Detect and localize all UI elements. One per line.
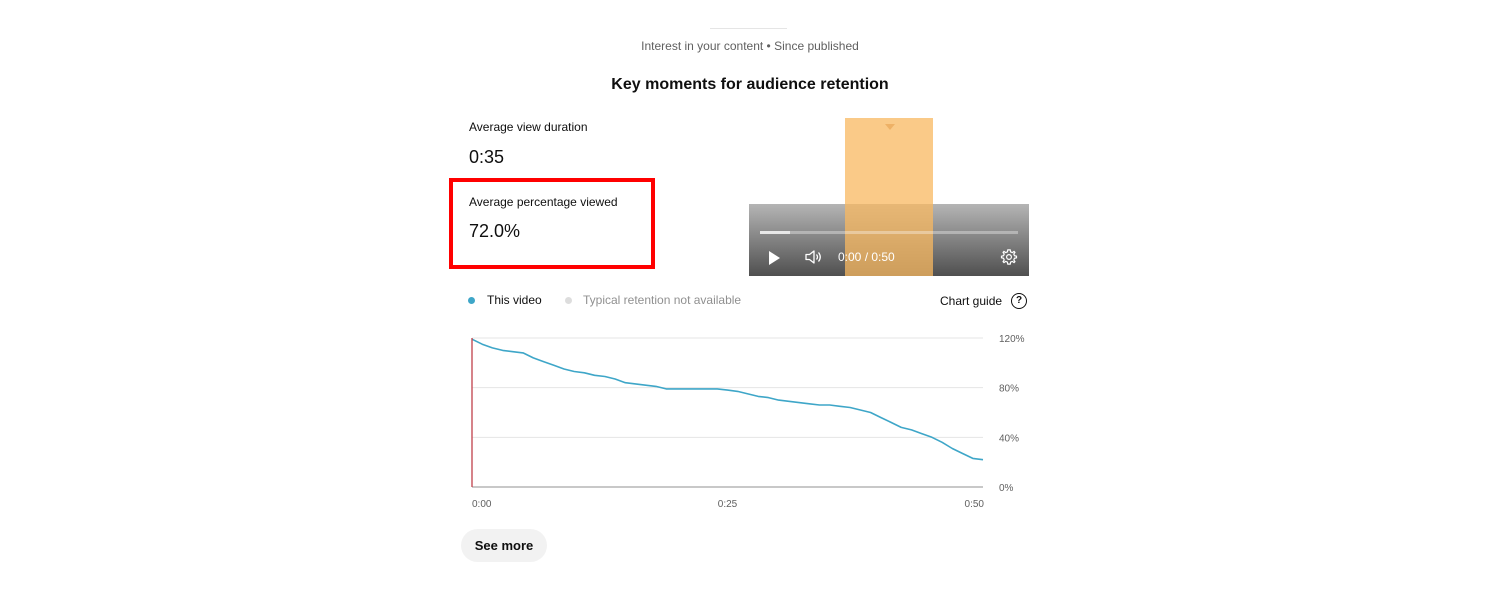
avg-view-duration-value: 0:35 <box>469 147 505 167</box>
progress-buffer <box>760 231 790 234</box>
top-divider <box>710 28 787 29</box>
play-icon[interactable] <box>769 251 780 265</box>
x-tick-label: 0:50 <box>965 499 985 510</box>
x-tick-label: 0:25 <box>718 499 738 510</box>
y-tick-label: 40% <box>999 433 1019 444</box>
key-moment-highlight <box>845 118 933 276</box>
retention-line-this-video <box>471 338 984 461</box>
legend-dot-this-video <box>468 297 475 304</box>
retention-chart[interactable]: 120% 80% 40% 0% 0:00 0:25 0:50 <box>440 325 1060 525</box>
key-moment-marker <box>885 124 895 130</box>
avg-view-duration-label: Average view duration <box>469 120 588 134</box>
section-subtitle: Interest in your content • Since publish… <box>641 39 859 53</box>
x-tick-label: 0:00 <box>472 499 492 510</box>
avg-percentage-viewed-value: 72.0% <box>469 221 521 241</box>
y-tick-label: 120% <box>999 334 1025 345</box>
help-icon[interactable]: ? <box>1011 293 1027 309</box>
chart-guide-link[interactable]: Chart guide <box>940 294 1003 308</box>
highlight-box <box>449 178 655 269</box>
see-more-button[interactable]: See more <box>461 529 547 562</box>
gear-icon[interactable] <box>1000 248 1018 266</box>
y-tick-label: 0% <box>999 483 1014 494</box>
progress-bar[interactable] <box>760 231 1018 234</box>
y-tick-label: 80% <box>999 384 1019 395</box>
legend-label-this-video: This video <box>487 293 542 307</box>
avg-percentage-viewed-label: Average percentage viewed <box>469 195 618 209</box>
legend-label-typical: Typical retention not available <box>583 293 742 307</box>
section-title: Key moments for audience retention <box>611 76 889 93</box>
time-display: 0:00 / 0:50 <box>838 250 895 264</box>
legend-dot-typical <box>565 297 572 304</box>
volume-icon[interactable] <box>805 249 823 265</box>
video-player[interactable]: 0:00 / 0:50 <box>749 118 1029 276</box>
